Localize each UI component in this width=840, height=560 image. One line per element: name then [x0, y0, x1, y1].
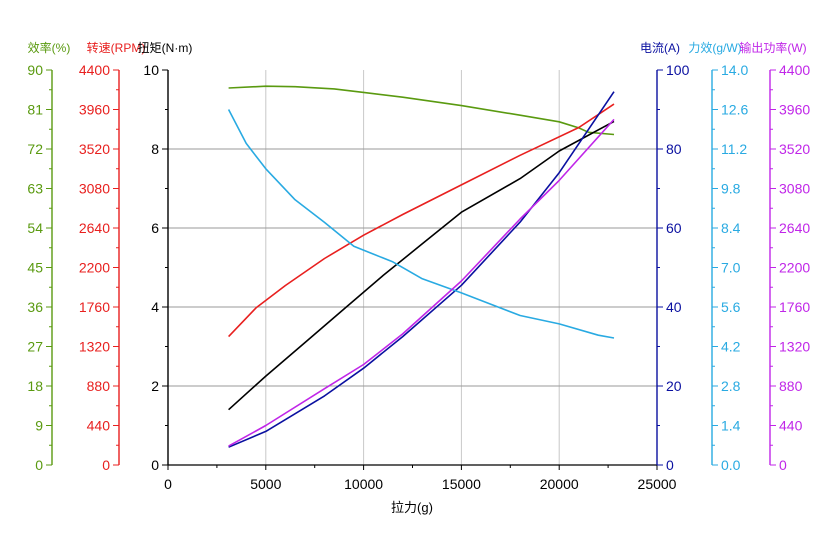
- force_eff-tick-label: 2.8: [721, 378, 741, 394]
- eff-tick-label: 90: [27, 62, 43, 78]
- rpm-tick-label: 3080: [79, 181, 110, 197]
- torque-tick-label: 8: [151, 141, 159, 157]
- force_eff-tick-label: 9.8: [721, 181, 741, 197]
- force_eff-tick-label: 1.4: [721, 418, 741, 434]
- current-tick-label: 20: [666, 378, 682, 394]
- eff-series-line: [228, 85, 615, 136]
- grid-lines: [168, 70, 657, 465]
- eff-tick-label: 54: [27, 220, 43, 236]
- power-series-line: [228, 118, 615, 447]
- eff-tick-label: 27: [27, 339, 43, 355]
- eff-tick-label: 36: [27, 299, 43, 315]
- force_eff-series-line: [227, 109, 615, 339]
- rpm-tick-label: 880: [87, 378, 111, 394]
- eff-axis-title: 效率(%): [28, 40, 71, 55]
- x-tick-label: 15000: [442, 476, 481, 492]
- rpm-tick-label: 1320: [79, 339, 110, 355]
- current-tick-label: 100: [666, 62, 690, 78]
- force_eff-tick-label: 8.4: [721, 220, 741, 236]
- force_eff-tick-label: 5.6: [721, 299, 741, 315]
- eff-tick-label: 18: [27, 378, 43, 394]
- current-tick-label: 60: [666, 220, 682, 236]
- power-tick-label: 880: [779, 378, 803, 394]
- torque-tick-label: 4: [151, 299, 159, 315]
- current-tick-label: 0: [666, 457, 674, 473]
- rpm-tick-label: 0: [102, 457, 110, 473]
- power-tick-label: 1320: [779, 339, 810, 355]
- rpm-tick-label: 3960: [79, 102, 110, 118]
- torque-axis-title: 扭矩(N·m): [138, 41, 193, 55]
- power-tick-label: 0: [779, 457, 787, 473]
- power-tick-label: 2200: [779, 260, 810, 276]
- eff-tick-label: 63: [27, 181, 43, 197]
- rpm-tick-label: 3520: [79, 141, 110, 157]
- power-tick-label: 4400: [779, 62, 810, 78]
- torque-tick-label: 0: [151, 457, 159, 473]
- force_eff-tick-label: 4.2: [721, 339, 741, 355]
- force_eff-axis-title: 力效(g/W): [688, 40, 741, 55]
- current-tick-label: 40: [666, 299, 682, 315]
- rpm-series-line: [228, 103, 615, 338]
- rpm-axis-title: 转速(RPM): [87, 40, 146, 55]
- torque-series-line: [228, 120, 615, 411]
- current-series-line: [228, 91, 615, 448]
- rpm-tick-label: 2640: [79, 220, 110, 236]
- x-tick-label: 25000: [638, 476, 677, 492]
- current-axis-title: 电流(A): [640, 41, 680, 55]
- power-axis-title: 输出功率(W): [739, 40, 806, 55]
- force_eff-tick-label: 0.0: [721, 457, 741, 473]
- eff-tick-label: 45: [27, 260, 43, 276]
- eff-tick-label: 72: [27, 141, 43, 157]
- force_eff-tick-label: 7.0: [721, 260, 741, 276]
- eff-tick-label: 9: [35, 418, 43, 434]
- rpm-tick-label: 1760: [79, 299, 110, 315]
- torque-tick-label: 2: [151, 378, 159, 394]
- force_eff-tick-label: 12.6: [721, 102, 748, 118]
- x-tick-label: 10000: [344, 476, 383, 492]
- power-tick-label: 2640: [779, 220, 810, 236]
- x-axis-label: 拉力(g): [391, 500, 433, 515]
- x-tick-label: 0: [164, 476, 172, 492]
- x-tick-label: 5000: [250, 476, 281, 492]
- current-tick-label: 80: [666, 141, 682, 157]
- torque-tick-label: 6: [151, 220, 159, 236]
- force_eff-tick-label: 14.0: [721, 62, 748, 78]
- power-tick-label: 1760: [779, 299, 810, 315]
- power-tick-label: 3520: [779, 141, 810, 157]
- series-lines: [227, 85, 615, 448]
- power-tick-label: 3960: [779, 102, 810, 118]
- axes: 0 5000 10000 15000 20000 25000091827364554637…: [27, 40, 810, 492]
- power-tick-label: 440: [779, 418, 803, 434]
- eff-tick-label: 0: [35, 457, 43, 473]
- rpm-tick-label: 2200: [79, 260, 110, 276]
- force_eff-tick-label: 11.2: [721, 141, 747, 157]
- eff-tick-label: 81: [27, 102, 43, 118]
- torque-tick-label: 10: [143, 62, 159, 78]
- rpm-tick-label: 440: [87, 418, 111, 434]
- rpm-tick-label: 4400: [79, 62, 110, 78]
- power-tick-label: 3080: [779, 181, 810, 197]
- x-tick-label: 20000: [540, 476, 579, 492]
